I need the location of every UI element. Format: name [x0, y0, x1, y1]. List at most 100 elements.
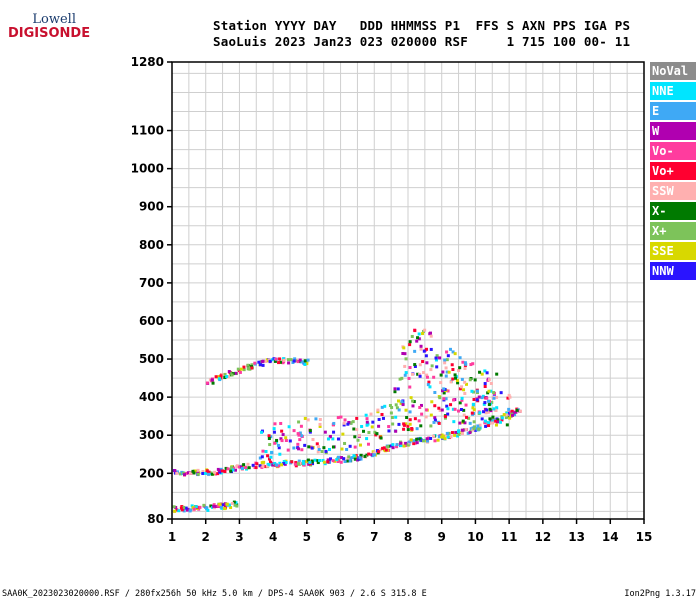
data-point — [507, 393, 511, 397]
logo-line1: Lowell — [32, 12, 76, 27]
data-point — [446, 354, 450, 358]
x-tick-label: 3 — [235, 530, 243, 544]
data-point — [261, 449, 265, 453]
data-point — [372, 453, 376, 457]
data-point — [461, 428, 465, 432]
data-point — [502, 413, 506, 417]
data-point — [399, 441, 403, 445]
data-point — [255, 462, 259, 466]
data-point — [310, 460, 314, 464]
data-point — [416, 336, 420, 340]
data-point — [419, 403, 423, 407]
data-point — [307, 462, 311, 466]
data-point — [403, 364, 407, 368]
data-point — [353, 435, 357, 439]
data-point — [326, 458, 330, 462]
data-point — [415, 441, 419, 445]
data-point — [355, 416, 359, 420]
data-point — [433, 416, 437, 420]
data-point — [322, 460, 326, 464]
digisonde-logo: Lowell DIGISONDE — [6, 12, 90, 42]
data-point — [235, 465, 239, 469]
data-point — [443, 358, 447, 362]
data-point — [390, 405, 394, 409]
data-point — [456, 381, 460, 385]
data-point — [316, 444, 320, 448]
data-point — [183, 473, 187, 477]
data-point — [383, 404, 387, 408]
data-point — [261, 464, 265, 468]
legend-item-vo-: Vo+ — [650, 162, 696, 180]
data-point — [352, 454, 356, 458]
x-tick-label: 2 — [202, 530, 210, 544]
data-point — [391, 446, 395, 450]
data-point — [299, 360, 303, 364]
data-point — [291, 360, 295, 364]
data-point — [207, 472, 211, 476]
data-point — [462, 408, 466, 412]
data-point — [340, 447, 344, 451]
data-point — [214, 375, 218, 379]
data-point — [233, 503, 237, 507]
data-point — [418, 405, 422, 409]
data-point — [206, 508, 210, 512]
data-point — [469, 427, 473, 431]
data-point — [372, 451, 376, 455]
data-point — [410, 372, 414, 376]
data-point — [332, 421, 336, 425]
data-point — [185, 508, 189, 512]
data-point — [173, 469, 177, 473]
data-point — [417, 419, 421, 423]
data-point — [485, 408, 489, 412]
data-point — [393, 387, 397, 391]
data-point — [229, 506, 233, 510]
data-point — [251, 463, 255, 467]
data-point — [451, 407, 455, 411]
data-point — [411, 399, 415, 403]
data-point — [174, 505, 178, 509]
data-point — [230, 465, 234, 469]
data-point — [399, 401, 403, 405]
x-tick-label: 14 — [602, 530, 619, 544]
data-point — [294, 464, 298, 468]
data-point — [459, 408, 463, 412]
data-point — [272, 430, 276, 434]
data-point — [279, 437, 283, 441]
data-point — [437, 421, 441, 425]
data-point — [364, 413, 368, 417]
data-point — [381, 446, 385, 450]
data-point — [216, 472, 220, 476]
data-point — [429, 437, 433, 441]
data-point — [429, 347, 433, 351]
data-point — [315, 442, 319, 446]
data-point — [212, 504, 216, 508]
data-point — [260, 461, 264, 465]
data-point — [483, 385, 487, 389]
data-point — [404, 441, 408, 445]
data-point — [225, 502, 229, 506]
data-point — [413, 349, 417, 353]
data-point — [477, 427, 481, 431]
data-point — [331, 459, 335, 463]
y-tick-label: 80 — [147, 512, 164, 526]
data-point — [271, 463, 275, 467]
data-point — [462, 413, 466, 417]
data-point — [387, 429, 391, 433]
data-point — [449, 403, 453, 407]
data-point — [367, 430, 371, 434]
data-point — [495, 395, 499, 399]
data-point — [287, 361, 291, 365]
data-point — [282, 357, 286, 361]
data-point — [268, 460, 272, 464]
data-point — [485, 396, 489, 400]
data-point — [301, 360, 305, 364]
data-point — [487, 403, 491, 407]
data-point — [458, 366, 462, 370]
data-point — [357, 433, 361, 437]
data-point — [223, 372, 227, 376]
data-point — [343, 441, 347, 445]
data-point — [442, 397, 446, 401]
data-point — [455, 379, 459, 383]
data-point — [250, 363, 254, 367]
